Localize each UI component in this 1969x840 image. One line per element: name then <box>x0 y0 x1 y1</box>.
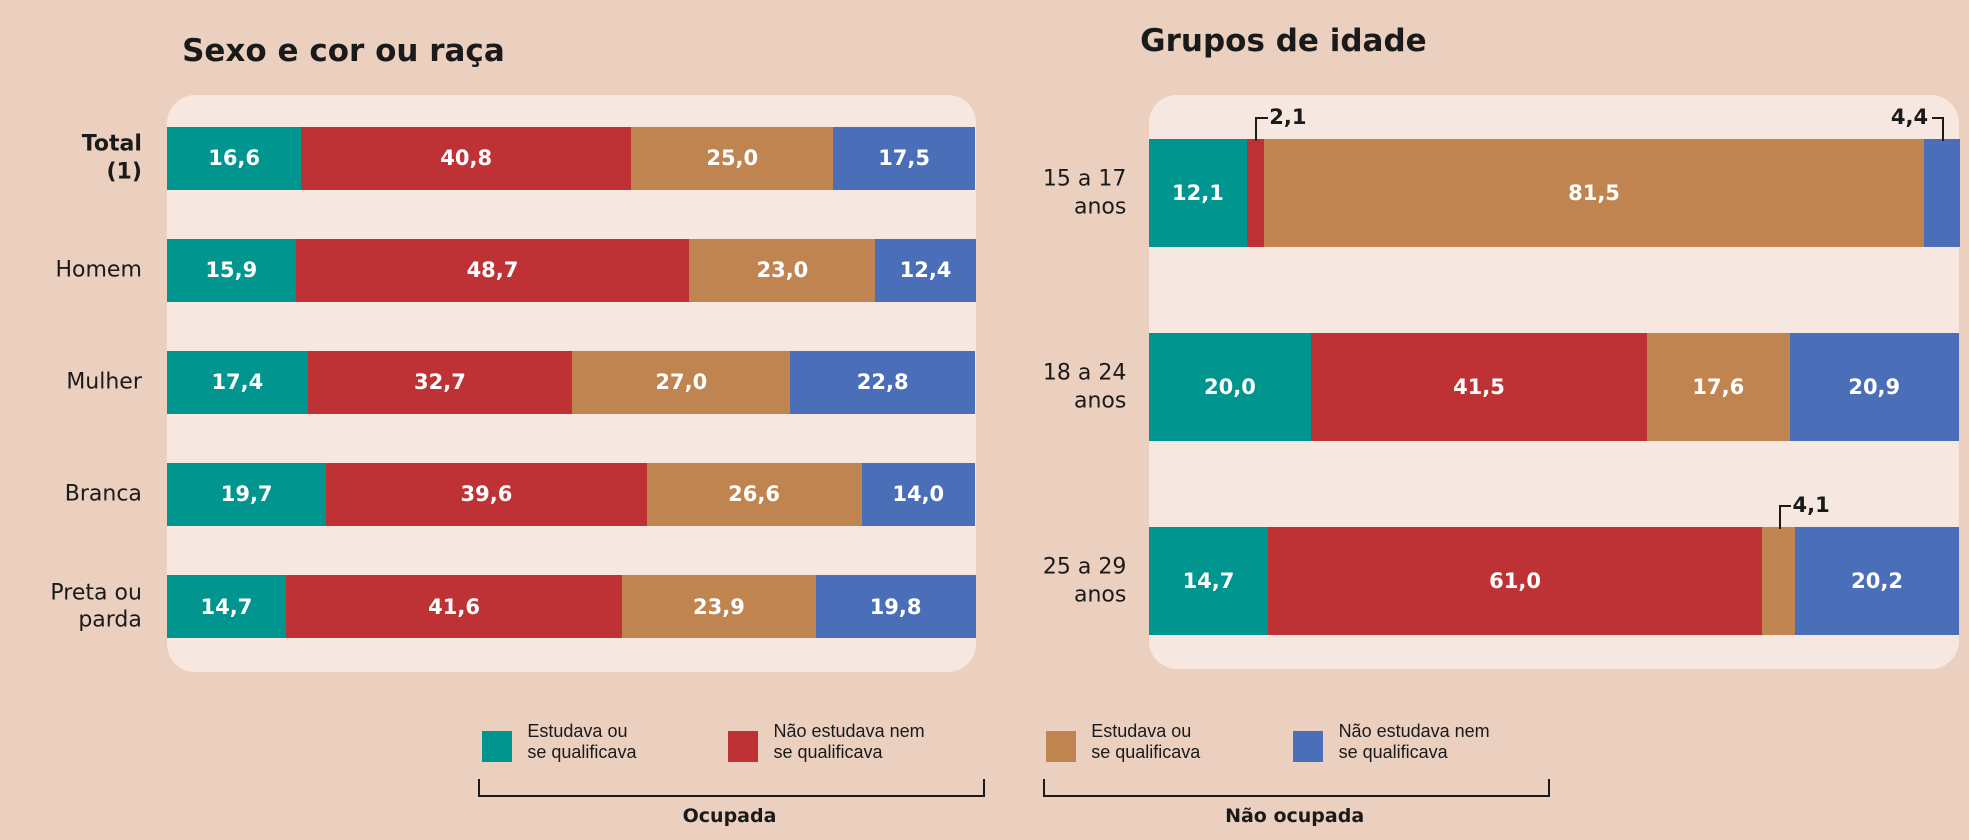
bar-segment: 41,6 <box>286 575 622 638</box>
bar-segment <box>1762 527 1795 635</box>
bar-segment <box>1924 139 1960 247</box>
legend-swatch <box>1046 731 1076 762</box>
bar-segment <box>1247 139 1264 247</box>
value-label: 17,6 <box>1692 375 1744 399</box>
value-label: 25,0 <box>706 146 758 170</box>
legend-label: Não estudava nem se qualificava <box>774 721 940 764</box>
value-label: 19,7 <box>221 482 273 506</box>
group-bracket <box>478 779 984 797</box>
legend-label: Estudava ou se qualificava <box>527 721 644 764</box>
legend-swatch <box>482 731 512 762</box>
bar-segment: 12,1 <box>1149 139 1247 247</box>
category-label: Homem <box>41 257 141 285</box>
bar-segment: 17,4 <box>167 351 308 414</box>
bar-segment: 39,6 <box>326 463 646 526</box>
value-label: 17,4 <box>211 370 263 394</box>
value-label: 81,5 <box>1568 181 1620 205</box>
bar-segment: 40,8 <box>301 127 631 190</box>
bar-segment: 41,5 <box>1311 333 1647 441</box>
value-label: 40,8 <box>440 146 492 170</box>
value-label: 22,8 <box>857 370 909 394</box>
value-label: 16,6 <box>208 146 260 170</box>
group-label: Não ocupada <box>1043 805 1545 827</box>
category-label: 15 a 17 anos <box>1036 166 1126 221</box>
value-label: 19,8 <box>870 595 922 619</box>
value-label: 23,0 <box>756 258 808 282</box>
bar-segment: 23,9 <box>622 575 815 638</box>
value-label: 20,9 <box>1848 375 1900 399</box>
bar-segment: 26,6 <box>647 463 862 526</box>
value-label: 15,9 <box>205 258 257 282</box>
bar-segment: 48,7 <box>296 239 690 302</box>
bar-segment: 14,7 <box>1149 527 1268 635</box>
legend-label: Não estudava nem se qualificava <box>1339 721 1505 764</box>
value-label: 2,1 <box>1269 105 1306 129</box>
chart-title: Sexo e cor ou raça <box>182 33 505 69</box>
bar-segment: 22,8 <box>790 351 974 414</box>
bar-segment: 14,0 <box>862 463 975 526</box>
chart-title: Grupos de idade <box>1140 23 1427 59</box>
category-label: Total (1) <box>41 131 141 186</box>
bar-segment: 17,6 <box>1647 333 1790 441</box>
category-label: Branca <box>41 481 141 509</box>
value-label: 12,4 <box>900 258 952 282</box>
value-label: 14,7 <box>201 595 253 619</box>
label-bracket <box>1255 117 1267 142</box>
category-label: Mulher <box>41 369 141 397</box>
value-label: 17,5 <box>878 146 930 170</box>
bar-segment: 17,5 <box>833 127 975 190</box>
legend-label: Estudava ou se qualificava <box>1091 721 1208 764</box>
value-label: 32,7 <box>414 370 466 394</box>
value-label: 14,7 <box>1183 569 1235 593</box>
value-label: 26,6 <box>728 482 780 506</box>
value-label: 41,5 <box>1453 375 1505 399</box>
value-label: 4,1 <box>1792 493 1829 517</box>
bar-segment: 23,0 <box>689 239 875 302</box>
legend-swatch <box>728 731 758 762</box>
bar-segment: 15,9 <box>167 239 296 302</box>
category-label: 18 a 24 anos <box>1036 360 1126 415</box>
group-label: Ocupada <box>478 805 980 827</box>
bar-segment: 61,0 <box>1268 527 1762 635</box>
category-label: 25 a 29 anos <box>1036 554 1126 609</box>
value-label: 27,0 <box>655 370 707 394</box>
bar-segment: 20,2 <box>1795 527 1959 635</box>
bar-segment: 14,7 <box>167 575 286 638</box>
label-bracket <box>1779 505 1791 530</box>
bar-segment: 32,7 <box>308 351 572 414</box>
bar-segment: 19,8 <box>816 575 976 638</box>
group-bracket <box>1043 779 1549 797</box>
bar-segment: 27,0 <box>572 351 790 414</box>
page: {"chart_data":[ {"type":"bar","orientati… <box>0 0 1969 840</box>
label-bracket <box>1932 117 1944 142</box>
bar-segment: 16,6 <box>167 127 301 190</box>
bar-segment: 25,0 <box>631 127 833 190</box>
value-label: 12,1 <box>1172 181 1224 205</box>
value-label: 61,0 <box>1489 569 1541 593</box>
bar-segment: 20,9 <box>1790 333 1959 441</box>
bar-segment: 19,7 <box>167 463 326 526</box>
value-label: 20,2 <box>1851 569 1903 593</box>
value-label: 23,9 <box>693 595 745 619</box>
value-label: 39,6 <box>461 482 513 506</box>
bar-segment: 81,5 <box>1264 139 1924 247</box>
value-label: 41,6 <box>428 595 480 619</box>
legend-swatch <box>1293 731 1323 762</box>
category-label: Preta ou parda <box>41 579 141 634</box>
bar-segment: 12,4 <box>875 239 975 302</box>
value-label: 20,0 <box>1204 375 1256 399</box>
value-label: 14,0 <box>892 482 944 506</box>
value-label: 4,4 <box>1891 105 1928 129</box>
value-label: 48,7 <box>467 258 519 282</box>
bar-segment: 20,0 <box>1149 333 1311 441</box>
